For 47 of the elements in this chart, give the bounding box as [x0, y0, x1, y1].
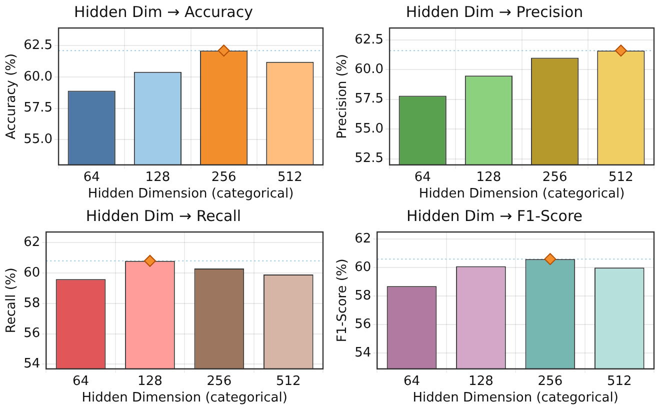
x-tick-label: 512: [278, 170, 302, 185]
y-tick-label: 60: [354, 260, 372, 275]
y-tick-label: 54: [354, 346, 372, 360]
x-tick-label: 256: [538, 374, 563, 389]
y-tick-label: 54: [24, 356, 40, 372]
chart-title: Hidden Dim → Recall: [86, 206, 242, 225]
x-tick-label: 128: [145, 170, 170, 185]
x-tick-label: 512: [606, 374, 632, 389]
chart-title: Hidden Dim → F1-Score: [406, 206, 583, 225]
y-tick-label: 55.0: [24, 132, 53, 148]
y-tick-label: 58: [24, 296, 40, 311]
x-tick-label: 128: [468, 374, 494, 389]
y-tick-label: 57.5: [354, 92, 384, 107]
y-tick-label: 60.0: [354, 62, 384, 78]
y-tick-label: 60.0: [24, 69, 53, 84]
y-tick-label: 55.0: [354, 121, 384, 136]
y-axis-title: Recall (%): [4, 268, 20, 334]
y-tick-label: 58: [354, 288, 372, 304]
y-tick-label: 62.5: [24, 38, 53, 53]
x-tick-label: 128: [476, 170, 502, 185]
chart-title: Hidden Dim → Accuracy: [74, 2, 254, 21]
y-tick-label: 52.5: [354, 151, 384, 166]
x-tick-label: 256: [542, 170, 568, 185]
y-tick-label: 60: [24, 265, 40, 280]
y-tick-label: 56: [354, 317, 372, 332]
x-tick-label: 256: [206, 374, 232, 389]
y-tick-label: 62: [24, 235, 40, 250]
x-tick-label: 128: [138, 374, 162, 389]
y-axis-title: Precision (%): [335, 54, 350, 139]
x-tick-label: 64: [403, 374, 420, 389]
x-tick-label: 512: [608, 170, 634, 185]
y-axis-title: F1-Score (%): [335, 258, 350, 342]
x-axis-title: Hidden Dimension (categorical): [88, 186, 294, 202]
x-tick-label: 512: [276, 374, 301, 389]
x-tick-label: 64: [72, 374, 90, 389]
y-tick-label: 62: [354, 232, 372, 246]
x-tick-label: 64: [414, 170, 431, 185]
y-tick-label: 62.5: [354, 32, 384, 48]
x-tick-label: 64: [83, 170, 100, 185]
y-tick-label: 57.5: [24, 100, 53, 116]
y-axis-title: Accuracy (%): [4, 53, 20, 140]
x-axis-title: Hidden Dimension (categorical): [412, 390, 618, 406]
chart-title: Hidden Dim → Precision: [406, 2, 584, 21]
x-axis-title: Hidden Dimension (categorical): [418, 186, 625, 202]
y-tick-label: 56: [24, 326, 40, 342]
x-axis-title: Hidden Dimension (categorical): [82, 390, 288, 406]
x-tick-label: 256: [211, 170, 236, 185]
